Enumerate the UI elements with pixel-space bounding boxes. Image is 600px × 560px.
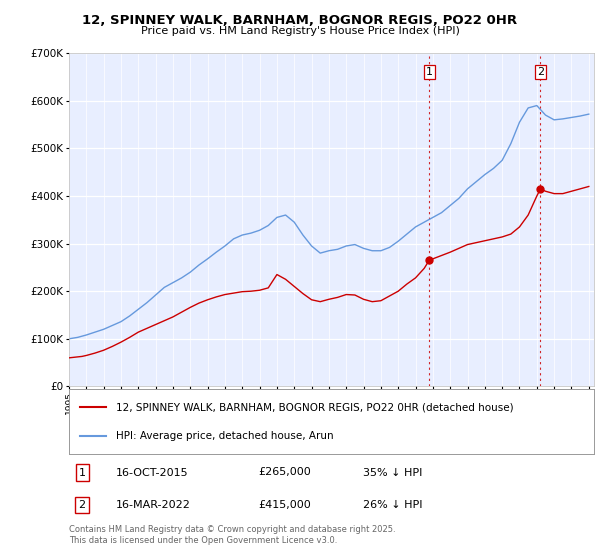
Text: 2: 2 bbox=[79, 500, 86, 510]
Text: Price paid vs. HM Land Registry's House Price Index (HPI): Price paid vs. HM Land Registry's House … bbox=[140, 26, 460, 36]
Text: 35% ↓ HPI: 35% ↓ HPI bbox=[363, 468, 422, 478]
Text: 26% ↓ HPI: 26% ↓ HPI bbox=[363, 500, 422, 510]
Text: HPI: Average price, detached house, Arun: HPI: Average price, detached house, Arun bbox=[116, 431, 334, 441]
Text: 1: 1 bbox=[426, 67, 433, 77]
Text: 1: 1 bbox=[79, 468, 86, 478]
Text: £265,000: £265,000 bbox=[258, 468, 311, 478]
Text: 16-OCT-2015: 16-OCT-2015 bbox=[116, 468, 189, 478]
Text: £415,000: £415,000 bbox=[258, 500, 311, 510]
Text: 12, SPINNEY WALK, BARNHAM, BOGNOR REGIS, PO22 0HR (detached house): 12, SPINNEY WALK, BARNHAM, BOGNOR REGIS,… bbox=[116, 402, 514, 412]
Text: 12, SPINNEY WALK, BARNHAM, BOGNOR REGIS, PO22 0HR: 12, SPINNEY WALK, BARNHAM, BOGNOR REGIS,… bbox=[82, 14, 518, 27]
Text: 2: 2 bbox=[537, 67, 544, 77]
Text: 16-MAR-2022: 16-MAR-2022 bbox=[116, 500, 191, 510]
Text: Contains HM Land Registry data © Crown copyright and database right 2025.
This d: Contains HM Land Registry data © Crown c… bbox=[69, 525, 395, 544]
